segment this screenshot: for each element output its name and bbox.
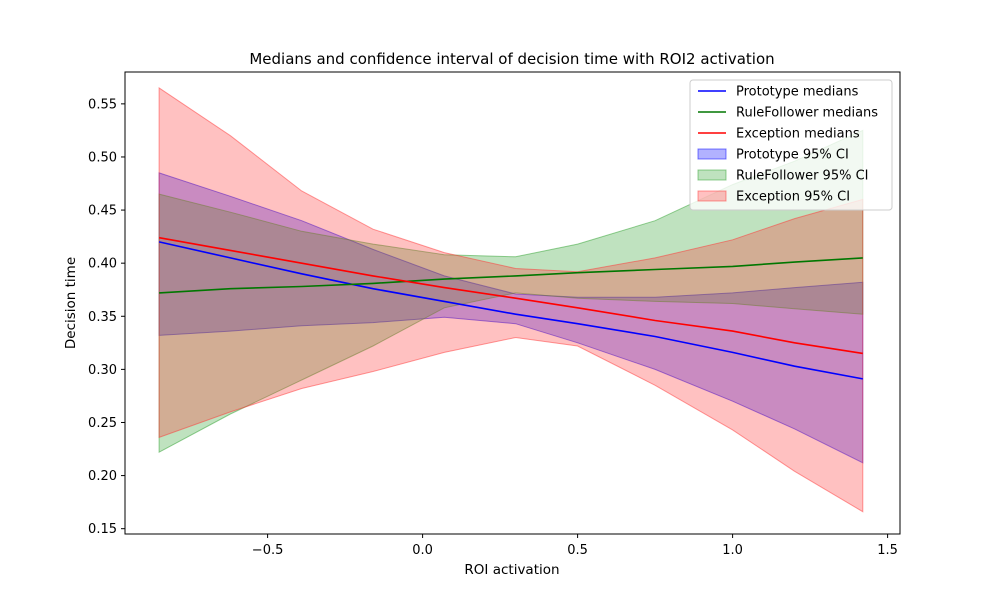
x-axis-label: ROI activation [464, 562, 559, 578]
y-tick-label: 0.15 [88, 522, 117, 537]
median-line-1 [159, 257, 863, 294]
y-tick-label: 0.20 [88, 469, 117, 484]
x-tick-label: 0.5 [567, 543, 588, 558]
legend-box [689, 79, 893, 211]
legend-label: RuleFollower medians [736, 106, 878, 121]
x-tick-label: 1.0 [722, 543, 743, 558]
median-line-0 [158, 241, 863, 380]
legend-label: Prototype 95% CI [736, 148, 849, 163]
legend-label: RuleFollower 95% CI [736, 169, 869, 184]
legend-label: Exception 95% CI [736, 190, 850, 205]
y-tick-label: 0.45 [88, 204, 117, 219]
x-axis: −0.5 0.0 0.5 1.0 1.5 [252, 534, 898, 558]
y-axis-label: Decision time [63, 257, 79, 349]
ci-bands [158, 86, 864, 513]
legend-label: Prototype medians [736, 85, 859, 100]
y-axis: 0.15 0.20 0.25 0.30 0.35 0.40 0.45 0.50 0.55 [88, 97, 125, 537]
plot-frame [124, 71, 901, 535]
y-tick-label: 0.30 [88, 363, 117, 378]
x-tick-label: 0.0 [412, 543, 433, 558]
y-tick-label: 0.50 [88, 150, 117, 165]
legend: Prototype medians RuleFollower medians Exc… [689, 79, 893, 211]
x-tick-label: −0.5 [252, 543, 284, 558]
median-lines [158, 236, 863, 380]
chart-title: Medians and confidence interval of decis… [249, 50, 774, 68]
y-tick-label: 0.25 [88, 416, 117, 431]
y-tick-label: 0.40 [88, 257, 117, 272]
x-tick-label: 1.5 [877, 543, 898, 558]
legend-patch-swatch [697, 190, 727, 202]
legend-label: Exception medians [736, 127, 860, 142]
legend-patch-swatch [697, 148, 727, 160]
median-line-2 [158, 236, 863, 355]
legend-patch-swatch [697, 169, 727, 181]
y-tick-label: 0.35 [88, 310, 117, 325]
ci-band-2 [158, 86, 864, 513]
y-tick-label: 0.55 [88, 97, 117, 112]
